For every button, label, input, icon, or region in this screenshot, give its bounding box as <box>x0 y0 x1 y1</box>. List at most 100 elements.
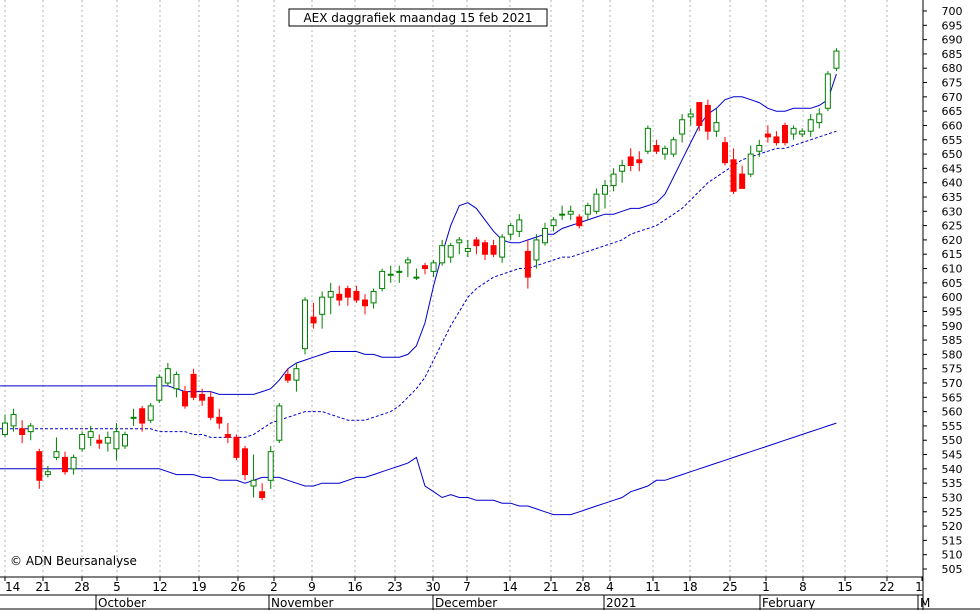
y-tick-label: 620 <box>942 234 963 247</box>
y-tick-label: 515 <box>942 534 963 547</box>
candle-body <box>310 316 317 324</box>
candle <box>276 403 283 444</box>
candle <box>833 48 840 72</box>
candle <box>662 145 668 160</box>
x-tick-label: 12 <box>152 580 167 594</box>
candle-body <box>464 248 471 252</box>
candle <box>756 139 763 157</box>
y-tick-label: 675 <box>942 77 963 90</box>
candle <box>353 285 360 303</box>
candle-body <box>156 376 163 401</box>
candle <box>730 148 737 195</box>
candle-body <box>370 290 377 304</box>
candle-body <box>739 173 746 189</box>
x-tick-label: 2 <box>270 580 278 594</box>
x-tick-label: 19 <box>191 580 206 594</box>
candle <box>370 288 377 309</box>
candle <box>422 262 428 275</box>
candle <box>456 237 463 255</box>
y-axis: 5055105155205255305355405455505555605655… <box>923 5 963 576</box>
x-tick-label: 1 <box>762 580 770 594</box>
candle-body <box>2 422 8 436</box>
candle <box>139 405 146 432</box>
candle-body <box>807 119 814 132</box>
candle <box>464 239 471 258</box>
month-label: October <box>98 596 146 610</box>
candle <box>782 122 788 146</box>
candle-body <box>207 396 214 418</box>
candle-body <box>79 434 86 450</box>
candle-body <box>122 434 128 447</box>
candle <box>653 139 660 155</box>
candle <box>687 108 694 126</box>
candle-body <box>319 296 326 315</box>
chart-title-box: AEX daggrafiek maandag 15 feb 2021 <box>288 8 548 27</box>
month-label: M <box>920 596 930 610</box>
candle <box>242 445 248 481</box>
candle-body <box>764 133 771 138</box>
candle-body <box>687 113 694 118</box>
candle <box>2 414 8 438</box>
candle-body <box>627 156 634 167</box>
y-tick-label: 555 <box>942 420 963 433</box>
candle <box>507 222 514 240</box>
candle <box>473 237 480 255</box>
candle-body <box>302 299 308 350</box>
candle-body <box>507 225 514 235</box>
candle <box>824 71 831 112</box>
candle-body <box>704 104 711 132</box>
candle-body <box>387 273 394 276</box>
y-tick-label: 610 <box>942 263 963 276</box>
x-tick-label: 25 <box>722 580 737 594</box>
x-tick-label: 18 <box>682 580 697 594</box>
candle-body <box>524 250 531 278</box>
candle <box>790 125 797 140</box>
candle <box>439 239 446 266</box>
y-tick-label: 520 <box>942 520 963 533</box>
candle <box>190 368 197 401</box>
candle-body <box>422 265 428 270</box>
candle <box>182 385 188 409</box>
candle-body <box>53 451 60 458</box>
candle <box>542 222 548 246</box>
candle-body <box>10 413 17 427</box>
candle <box>156 374 163 404</box>
upper-band-line <box>0 73 837 395</box>
candle-body <box>293 368 300 381</box>
candle-body <box>104 436 111 444</box>
x-tick-label: 26 <box>230 580 245 594</box>
chart-title: AEX daggrafiek maandag 15 feb 2021 <box>303 11 532 25</box>
y-tick-label: 530 <box>942 491 963 504</box>
x-tick-label: 23 <box>387 580 402 594</box>
candle-body <box>233 436 240 458</box>
y-tick-label: 670 <box>942 91 963 104</box>
candle-body <box>182 391 188 407</box>
y-tick-label: 615 <box>942 248 963 261</box>
candle <box>302 297 308 355</box>
candle-body <box>782 124 788 144</box>
candle <box>10 408 17 432</box>
candle <box>216 408 223 429</box>
month-label: 2021 <box>606 596 637 610</box>
candle <box>293 362 300 392</box>
candle <box>636 151 643 172</box>
candle <box>27 423 34 441</box>
candle-body <box>336 293 343 301</box>
price-candles <box>2 48 840 501</box>
title-frame <box>288 8 548 27</box>
candle <box>327 282 334 315</box>
x-tick-label: 8 <box>799 580 807 594</box>
candle <box>593 188 600 215</box>
candle <box>584 202 591 220</box>
candle <box>199 388 206 406</box>
candle-body <box>190 373 197 398</box>
candle-body <box>353 290 360 301</box>
candle <box>679 114 686 143</box>
candle <box>284 368 291 383</box>
candle-body <box>456 239 463 244</box>
x-tick-label: 22 <box>879 580 894 594</box>
x-tick-label: 28 <box>575 580 590 594</box>
candle <box>482 239 488 260</box>
candle-body <box>756 144 763 152</box>
candle-body <box>327 290 334 298</box>
